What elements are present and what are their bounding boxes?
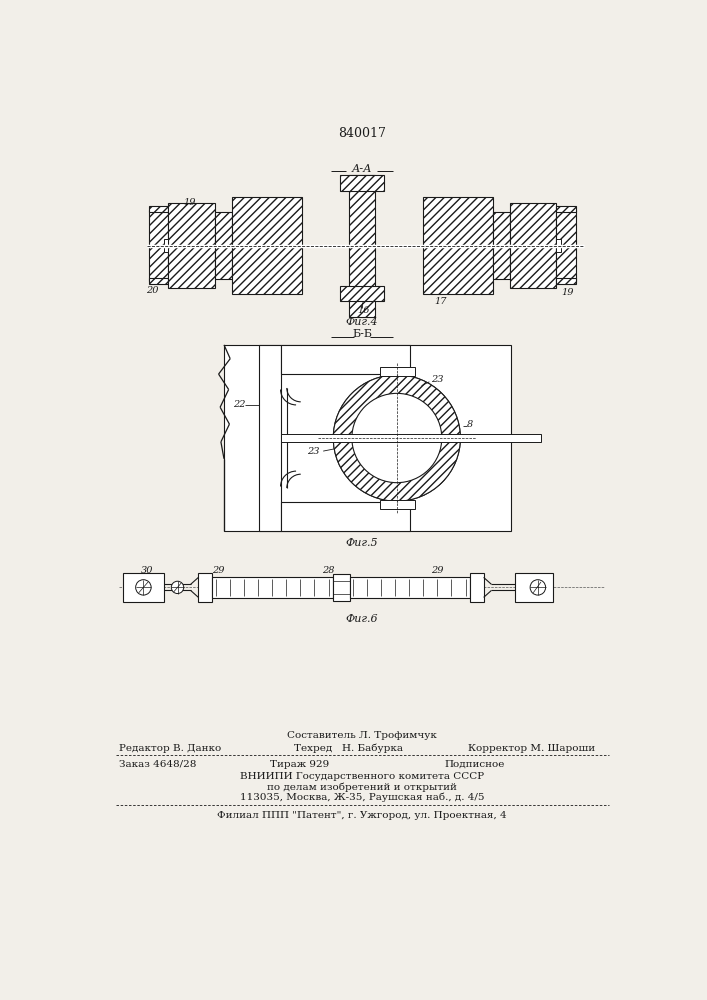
Bar — [380, 367, 414, 376]
Text: Фиг.4: Фиг.4 — [346, 317, 378, 327]
Bar — [232, 197, 301, 294]
Text: Заказ 4648/28: Заказ 4648/28 — [119, 760, 197, 769]
Text: Подписное: Подписное — [445, 760, 506, 769]
Bar — [224, 345, 510, 531]
Text: 840017: 840017 — [338, 127, 386, 140]
Bar — [556, 239, 561, 252]
Bar — [469, 573, 484, 602]
Text: 113035, Москва, Ж-35, Раушская наб., д. 4/5: 113035, Москва, Ж-35, Раушская наб., д. … — [240, 793, 484, 802]
Bar — [149, 206, 168, 212]
Text: 29: 29 — [211, 566, 224, 575]
Circle shape — [530, 580, 546, 595]
Bar — [556, 210, 575, 281]
Text: 23: 23 — [307, 447, 320, 456]
Bar — [281, 502, 410, 531]
Text: Техред   Н. Бабурка: Техред Н. Бабурка — [293, 744, 403, 753]
Text: 16: 16 — [357, 306, 370, 315]
Bar — [149, 278, 168, 284]
Text: 28: 28 — [322, 566, 335, 575]
Text: 19: 19 — [561, 288, 573, 297]
Bar — [163, 239, 168, 252]
Text: ВНИИПИ Государственного комитета СССР: ВНИИПИ Государственного комитета СССР — [240, 772, 484, 781]
Bar — [199, 573, 212, 602]
Text: Корректор М. Шароши: Корректор М. Шароши — [468, 744, 595, 753]
Circle shape — [333, 375, 460, 501]
Bar — [349, 577, 469, 598]
Bar — [340, 286, 384, 301]
Text: Фиг.6: Фиг.6 — [346, 614, 378, 624]
Bar — [556, 278, 575, 284]
Text: А-А: А-А — [351, 164, 372, 174]
Text: Редактор В. Данко: Редактор В. Данко — [119, 744, 221, 753]
Bar — [332, 574, 349, 601]
Bar — [493, 212, 510, 279]
Bar — [212, 577, 332, 598]
Bar — [380, 500, 414, 509]
Bar — [123, 573, 163, 602]
Circle shape — [333, 375, 460, 501]
Text: Б-Б: Б-Б — [352, 329, 372, 339]
Circle shape — [171, 581, 184, 594]
Text: 23: 23 — [416, 464, 428, 473]
Bar — [556, 206, 575, 212]
Circle shape — [136, 580, 151, 595]
Bar — [215, 212, 232, 279]
Text: 20: 20 — [146, 286, 158, 295]
Text: 17: 17 — [435, 297, 448, 306]
Bar — [423, 197, 493, 294]
Bar — [515, 573, 554, 602]
Text: Филиал ППП "Патент", г. Ужгород, ул. Проектная, 4: Филиал ППП "Патент", г. Ужгород, ул. Про… — [217, 811, 507, 820]
Text: 22: 22 — [233, 400, 246, 409]
Text: 19: 19 — [183, 198, 195, 207]
Text: Фиг.5: Фиг.5 — [346, 538, 378, 548]
Bar — [510, 203, 556, 288]
Bar — [149, 210, 168, 281]
Bar — [259, 345, 281, 531]
Text: 8: 8 — [467, 420, 474, 429]
Text: Составитель Л. Трофимчук: Составитель Л. Трофимчук — [287, 732, 437, 740]
Text: 30: 30 — [141, 566, 153, 575]
Text: Тираж 929: Тираж 929 — [271, 760, 329, 769]
Bar — [349, 175, 375, 317]
Circle shape — [352, 393, 442, 483]
Bar — [340, 175, 384, 191]
Text: 23: 23 — [431, 375, 443, 384]
Text: 29: 29 — [431, 566, 443, 575]
Text: по делам изобретений и открытий: по делам изобретений и открытий — [267, 782, 457, 792]
Bar — [281, 345, 410, 374]
Bar — [168, 203, 215, 288]
Bar — [281, 434, 541, 442]
